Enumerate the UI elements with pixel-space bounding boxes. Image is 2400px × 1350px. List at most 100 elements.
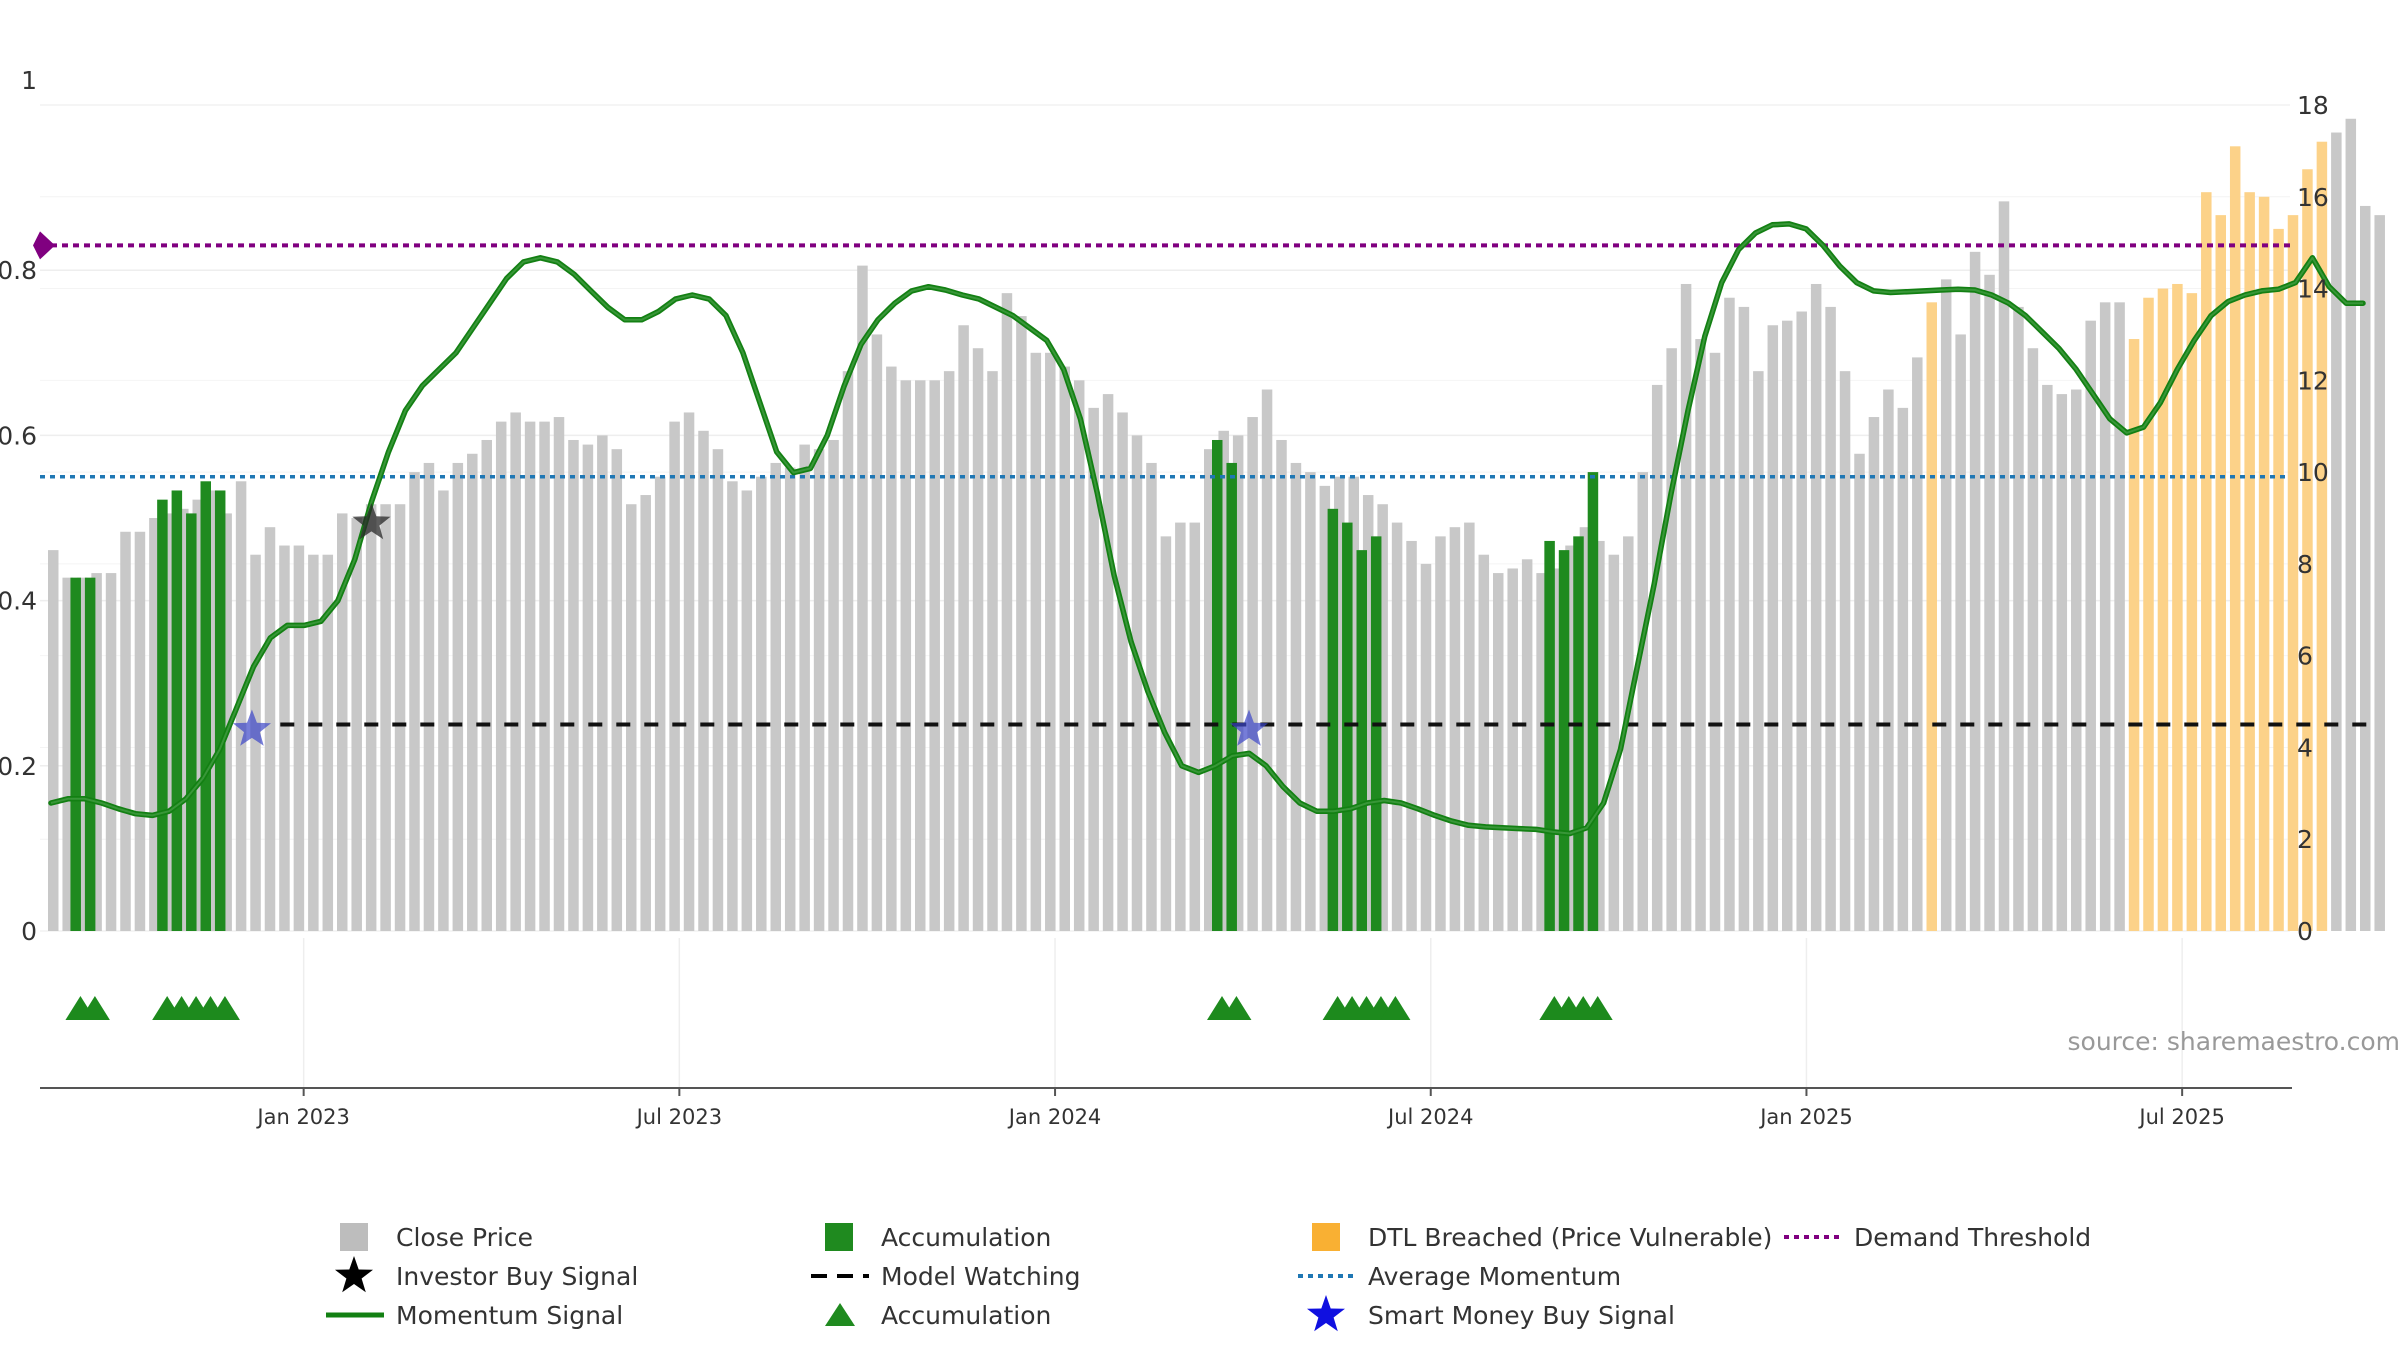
accumulation-bar [1212,439,1223,931]
investor-buy-signal-icon [352,503,391,540]
accumulation-bar [1356,550,1367,931]
dtl-breached-bar [2273,228,2284,931]
close-price-bar [1521,559,1533,931]
right-tick-label: 8 [2297,550,2313,579]
close-price-bar [712,449,724,931]
close-price-bar [293,545,305,931]
close-price-bar [756,476,767,931]
close-price-bar [1796,311,1807,931]
dtl-breached-bar [2244,192,2255,931]
x-tick-label: Jul 2024 [1386,1105,1473,1129]
close-price-bar [1536,573,1547,931]
close-price-bar [264,527,276,931]
close-price-bar [770,462,781,931]
accumulation-triangle-icon [1582,996,1613,1020]
close-price-bar [1579,527,1591,931]
x-tick-label: Jan 2023 [255,1105,350,1129]
close-price-bar [524,421,536,931]
close-price-bar [1348,476,1359,931]
close-price-bar [1189,522,1201,931]
close-price-bar [1680,283,1692,931]
close-price-bar [76,577,88,931]
close-price-bar [828,439,839,931]
close-price-bar [1045,352,1056,931]
close-price-bar [1420,563,1432,931]
close-price-bar [192,499,203,931]
close-price-bar [2085,320,2096,932]
accumulation-bar [1587,472,1599,931]
close-price-bar [1073,380,1085,931]
close-price-bar [105,573,117,931]
close-price-bar [1695,339,1706,931]
close-price-bar [972,348,984,931]
close-price-bar [568,439,579,931]
legend-accumulation-label: Accumulation [881,1301,1051,1330]
close-price-bar [1131,435,1143,931]
close-price-bar [727,481,738,931]
close-price-bar [250,554,261,931]
right-tick-label: 0 [2297,917,2313,946]
legend-close-price-swatch [340,1223,368,1251]
close-price-bar [1261,389,1273,931]
legend-investor-buy-signal-label: Investor Buy Signal [396,1262,638,1291]
close-price-bar [1059,366,1070,932]
close-price-bar [235,481,247,931]
close-price-bar [698,430,709,931]
close-price-bar [741,490,753,931]
close-price-bar [351,518,362,931]
right-tick-label: 10 [2297,458,2329,487]
close-price-bar [857,265,868,932]
dtl-breached-bar [2287,215,2299,932]
close-price-bar [1565,545,1576,931]
accumulation-triangle-icon [79,996,110,1020]
smart-money-buy-signal-icon [232,709,271,746]
close-price-bar [308,554,319,931]
close-price-bar [1449,527,1461,931]
dtl-breached-bar [2172,283,2183,931]
close-price-bar [221,513,232,931]
close-price-bar [134,531,146,931]
close-price-bar [1319,485,1331,931]
close-price-bar [1666,348,1677,931]
momentum-signal-highlight [50,222,2363,835]
close-price-bar [1767,325,1779,931]
legend-investor-buy-signal-icon [335,1256,373,1293]
close-price-bar [120,531,131,931]
close-price-bar [1738,306,1750,931]
accumulation-bar [214,490,226,931]
close-price-bar [2042,384,2053,931]
x-tick-label: Jul 2023 [635,1105,722,1129]
close-price-bar [654,476,666,931]
close-price-bar [380,504,391,931]
accumulation-triangle-icon [209,996,240,1020]
close-price-bar [2071,389,2082,931]
close-price-bar [900,380,912,931]
close-price-bar [1334,476,1345,931]
close-price-bar [1088,407,1099,931]
close-price-bar [510,412,521,931]
close-price-bar [149,518,160,931]
close-price-bar [2056,394,2068,932]
accumulation-bar [186,513,197,931]
close-price-bar [495,421,507,931]
close-price-bar [842,371,854,932]
close-price-bar [539,421,550,931]
close-price-bar [1102,394,1114,932]
accumulation-bar [1558,550,1570,931]
close-price-bar [2114,302,2125,931]
close-price-bar [48,550,59,931]
legend-smart-money-buy-signal-label: Smart Money Buy Signal [1368,1301,1675,1330]
legend-momentum-signal-label: Momentum Signal [396,1301,623,1330]
right-tick-label: 14 [2297,275,2329,304]
close-price-bar [163,513,175,931]
close-price-bar [626,504,637,931]
close-price-bar [1984,274,1995,931]
close-price-bar [958,325,969,931]
close-price-bar [611,449,623,931]
close-price-bar [1406,540,1417,931]
close-price-bar [683,412,695,931]
close-price-bar [669,421,680,931]
right-tick-label: 2 [2297,825,2313,854]
accumulation-triangle-icon [1380,996,1411,1020]
